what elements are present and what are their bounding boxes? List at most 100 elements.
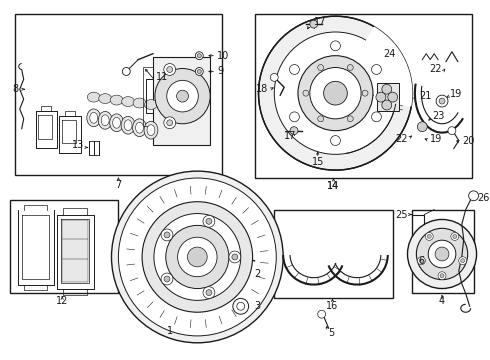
Circle shape [318,116,323,122]
Circle shape [270,73,278,81]
Circle shape [196,68,203,75]
Circle shape [298,56,373,131]
Circle shape [310,20,318,28]
Circle shape [164,117,175,129]
Circle shape [376,92,386,102]
Text: 20: 20 [462,135,474,145]
Circle shape [274,32,396,154]
Ellipse shape [87,92,100,102]
Circle shape [323,81,347,105]
Circle shape [438,272,446,280]
Circle shape [427,234,431,238]
Circle shape [197,54,201,58]
Circle shape [347,116,353,122]
Ellipse shape [147,125,155,136]
Circle shape [142,202,252,312]
Circle shape [408,220,477,288]
Bar [153,57,210,145]
Circle shape [388,92,397,102]
Ellipse shape [145,100,157,109]
Circle shape [425,233,433,240]
Circle shape [232,254,238,260]
Text: 12: 12 [56,296,68,306]
Circle shape [331,41,341,51]
Ellipse shape [110,95,123,105]
Circle shape [417,122,427,132]
Bar [62,220,88,282]
Circle shape [459,257,466,265]
Circle shape [164,232,170,238]
Text: 3: 3 [255,301,261,311]
Circle shape [453,234,457,238]
Circle shape [371,112,381,122]
Bar [15,14,222,175]
Circle shape [206,219,212,224]
Circle shape [347,64,353,71]
Text: 15: 15 [312,157,324,167]
Circle shape [382,84,392,94]
Circle shape [440,274,444,278]
Ellipse shape [133,98,146,108]
Ellipse shape [133,119,147,136]
Text: 2: 2 [255,269,261,279]
Circle shape [122,68,130,75]
Circle shape [229,251,241,263]
Circle shape [166,225,229,288]
Circle shape [167,80,198,112]
Ellipse shape [90,112,98,123]
Circle shape [164,276,170,282]
Circle shape [161,229,173,241]
Circle shape [436,95,448,107]
Circle shape [318,310,325,318]
Ellipse shape [144,121,158,139]
Ellipse shape [121,116,135,134]
Ellipse shape [87,109,100,127]
Text: 17: 17 [314,17,326,27]
Ellipse shape [110,114,123,132]
Circle shape [196,52,203,60]
Ellipse shape [122,96,134,107]
Circle shape [435,247,449,261]
Circle shape [362,90,368,96]
Text: 7: 7 [115,180,122,190]
Bar [10,200,119,293]
Ellipse shape [101,115,109,126]
Text: 11: 11 [156,72,168,82]
Circle shape [451,233,459,240]
Circle shape [468,191,479,201]
Circle shape [419,259,423,263]
Circle shape [203,215,215,227]
Text: 1: 1 [167,326,173,336]
Circle shape [237,302,245,310]
Ellipse shape [113,117,121,128]
Text: 22: 22 [430,64,442,75]
Circle shape [167,120,172,126]
Text: 16: 16 [326,301,339,311]
Text: 18: 18 [256,84,269,94]
Circle shape [112,171,283,343]
Ellipse shape [98,112,112,129]
Text: 4: 4 [439,296,445,306]
Circle shape [382,100,392,110]
Text: 25: 25 [395,210,408,220]
Circle shape [371,64,381,75]
Circle shape [310,68,361,119]
Bar [413,210,474,293]
Text: 22: 22 [395,134,408,144]
Circle shape [233,298,248,314]
Circle shape [203,287,215,298]
Circle shape [318,64,323,71]
Circle shape [167,67,172,72]
Circle shape [290,127,298,135]
Text: 24: 24 [383,49,395,59]
Circle shape [177,237,217,277]
Bar [274,210,392,298]
Circle shape [303,90,309,96]
Circle shape [448,127,456,135]
Text: 9: 9 [217,67,223,76]
Text: 19: 19 [450,89,462,99]
Text: 23: 23 [432,111,444,121]
Circle shape [290,64,299,75]
Bar [255,14,472,178]
Circle shape [188,247,207,267]
